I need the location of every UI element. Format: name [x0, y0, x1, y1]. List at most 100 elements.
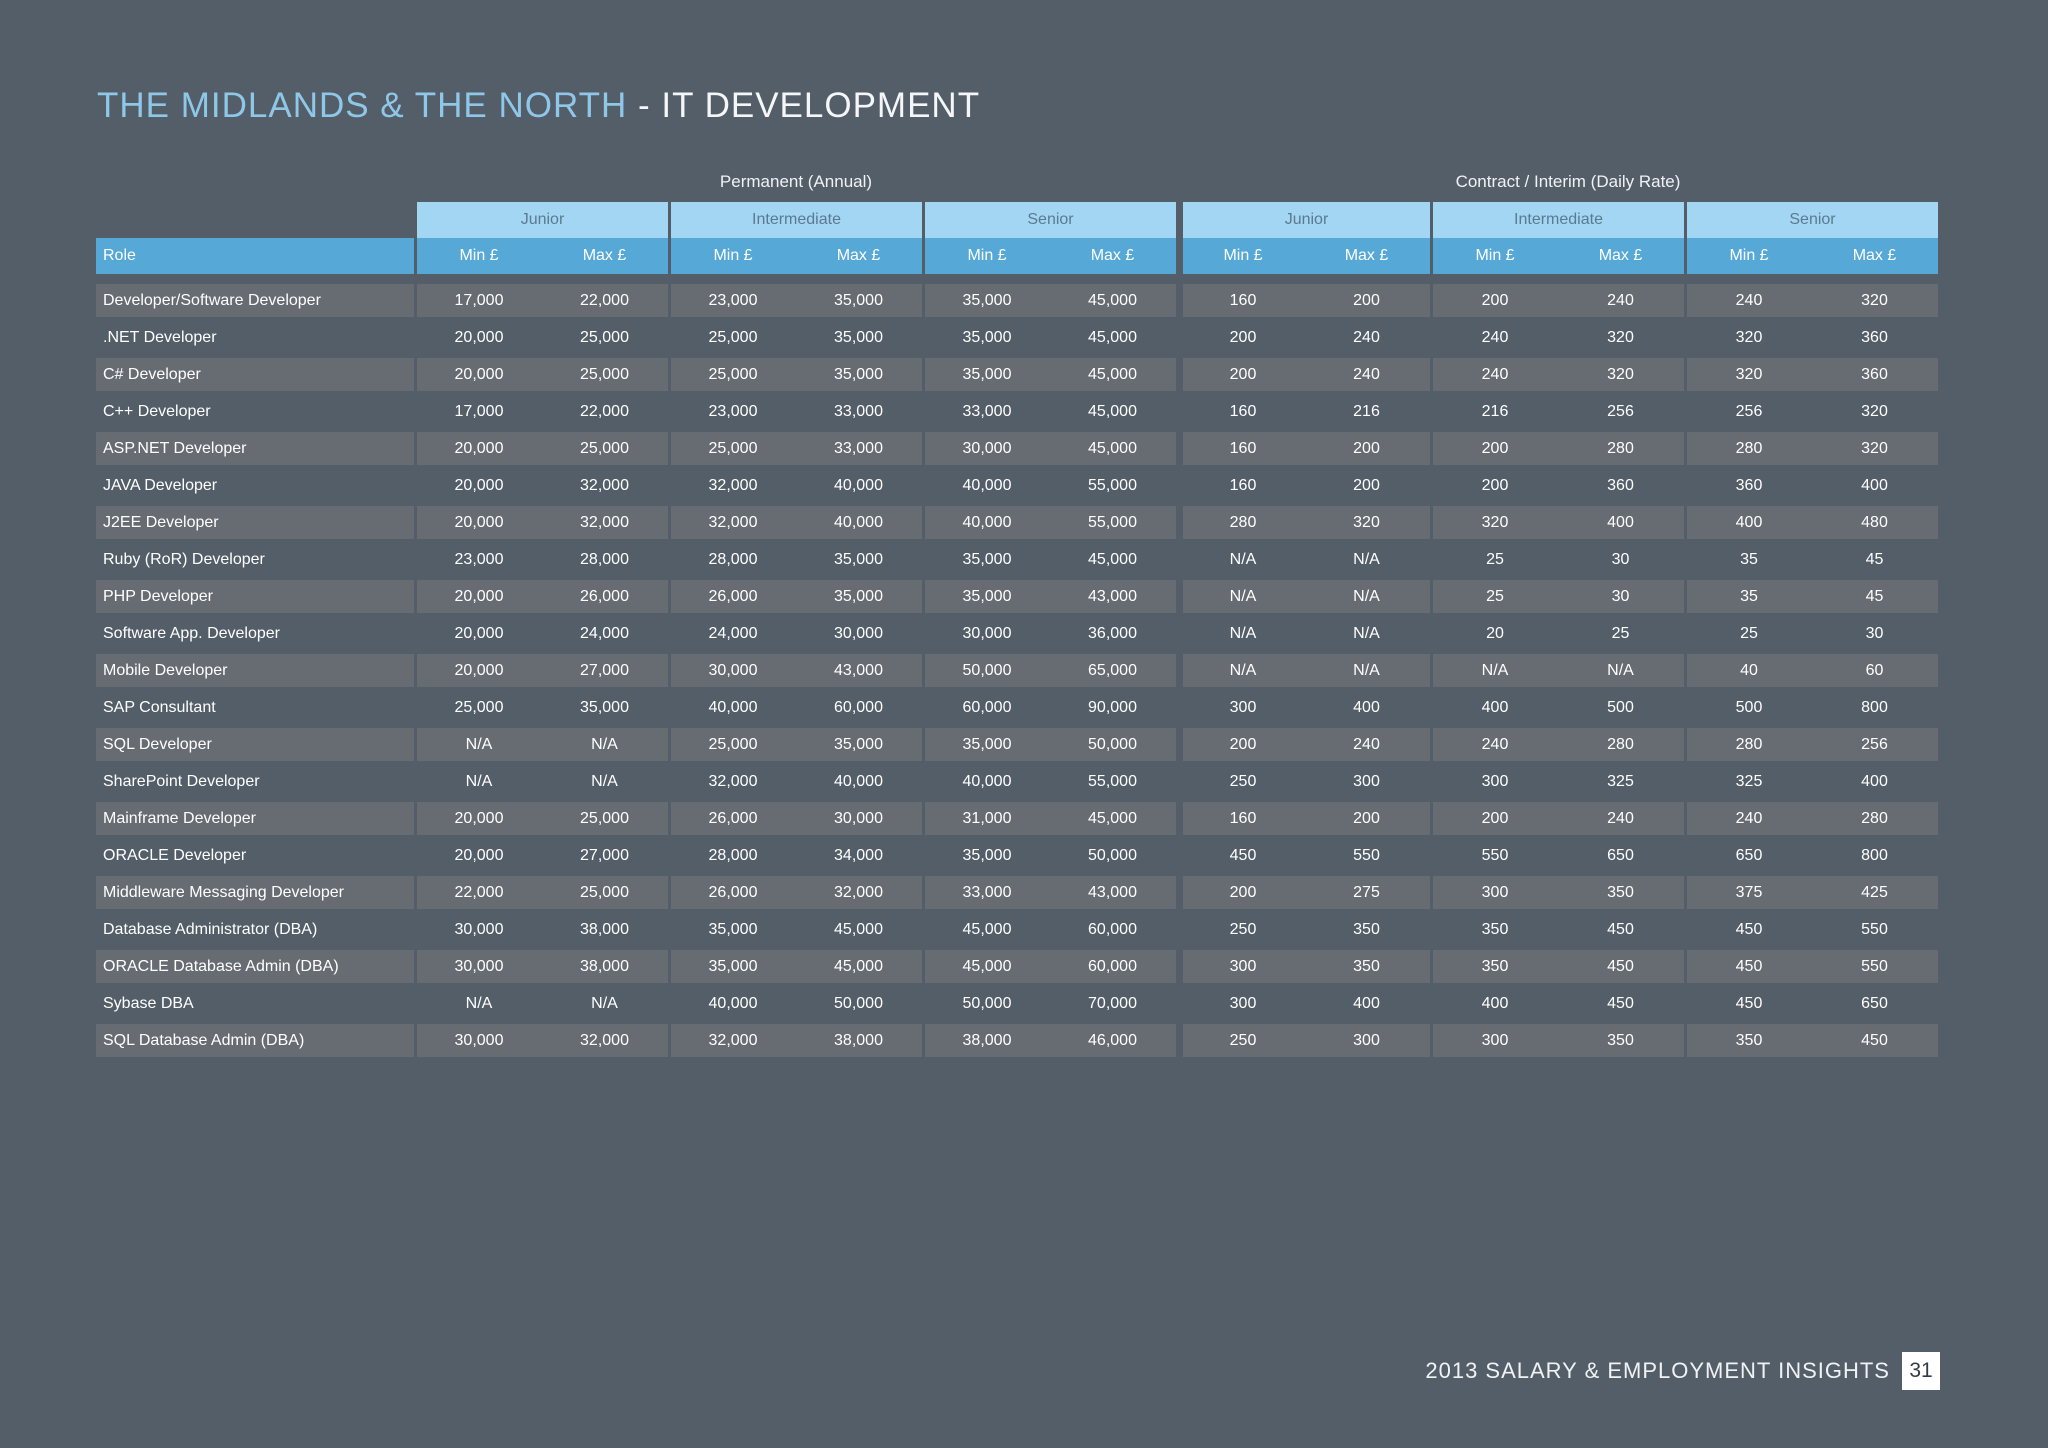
value-cell: 30,000 — [668, 654, 795, 691]
value-cell: 200 — [1176, 728, 1303, 765]
value-cell: 240 — [1303, 358, 1430, 395]
value-cell: 25,000 — [541, 802, 668, 839]
role-column-header: Role — [96, 238, 414, 274]
value-cell: N/A — [1430, 654, 1557, 691]
value-cell: 24,000 — [541, 617, 668, 654]
value-cell: 35,000 — [795, 580, 922, 617]
value-cell: N/A — [414, 765, 541, 802]
value-cell: 280 — [1684, 432, 1811, 469]
table-row: Mainframe Developer 20,000 25,000 26,000 30,… — [96, 802, 1938, 839]
value-cell: 43,000 — [1049, 580, 1176, 617]
value-cell: 480 — [1811, 506, 1938, 543]
value-cell: 35,000 — [795, 321, 922, 358]
value-cell: N/A — [541, 728, 668, 765]
value-cell: 17,000 — [414, 284, 541, 321]
value-cell: 360 — [1811, 358, 1938, 395]
value-cell: 50,000 — [922, 654, 1049, 691]
role-cell: .NET Developer — [96, 321, 414, 358]
value-cell: 40,000 — [922, 506, 1049, 543]
value-cell: 800 — [1811, 839, 1938, 876]
value-cell: 45,000 — [1049, 395, 1176, 432]
value-cell: 35,000 — [922, 839, 1049, 876]
value-cell: 32,000 — [668, 1024, 795, 1061]
value-cell: 200 — [1176, 321, 1303, 358]
value-cell: 35,000 — [922, 728, 1049, 765]
table-row: JAVA Developer 20,000 32,000 32,000 40,000 40… — [96, 469, 1938, 506]
value-cell: 25 — [1430, 543, 1557, 580]
value-cell: 275 — [1303, 876, 1430, 913]
value-cell: 55,000 — [1049, 469, 1176, 506]
value-cell: N/A — [541, 987, 668, 1024]
role-cell: ORACLE Database Admin (DBA) — [96, 950, 414, 987]
value-cell: 36,000 — [1049, 617, 1176, 654]
value-cell: 350 — [1557, 1024, 1684, 1061]
role-cell: Mainframe Developer — [96, 802, 414, 839]
max-column-header: Max £ — [1049, 238, 1176, 274]
value-cell: 45,000 — [922, 913, 1049, 950]
value-cell: 26,000 — [668, 580, 795, 617]
role-cell: SQL Developer — [96, 728, 414, 765]
value-cell: 45,000 — [1049, 284, 1176, 321]
value-cell: 240 — [1303, 728, 1430, 765]
value-cell: 35,000 — [668, 950, 795, 987]
value-cell: 30,000 — [922, 617, 1049, 654]
value-cell: 38,000 — [541, 913, 668, 950]
value-cell: 400 — [1811, 765, 1938, 802]
value-cell: N/A — [414, 728, 541, 765]
value-cell: 650 — [1811, 987, 1938, 1024]
value-cell: 256 — [1811, 728, 1938, 765]
value-cell: 34,000 — [795, 839, 922, 876]
table-row: SQL Database Admin (DBA) 30,000 32,000 32,0… — [96, 1024, 1938, 1061]
value-cell: 43,000 — [1049, 876, 1176, 913]
value-cell: 40,000 — [795, 765, 922, 802]
value-cell: 216 — [1430, 395, 1557, 432]
value-cell: 450 — [1811, 1024, 1938, 1061]
value-cell: 320 — [1684, 358, 1811, 395]
value-cell: 325 — [1557, 765, 1684, 802]
value-cell: 31,000 — [922, 802, 1049, 839]
value-cell: 450 — [1557, 987, 1684, 1024]
value-cell: 32,000 — [668, 469, 795, 506]
value-cell: 30,000 — [414, 913, 541, 950]
value-cell: 50,000 — [795, 987, 922, 1024]
value-cell: 28,000 — [668, 839, 795, 876]
value-cell: 43,000 — [795, 654, 922, 691]
max-column-header: Max £ — [1811, 238, 1938, 274]
value-cell: 400 — [1303, 987, 1430, 1024]
value-cell: 60,000 — [922, 691, 1049, 728]
value-cell: 280 — [1811, 802, 1938, 839]
value-cell: 38,000 — [795, 1024, 922, 1061]
value-cell: 35,000 — [922, 321, 1049, 358]
role-cell: C# Developer — [96, 358, 414, 395]
value-cell: 27,000 — [541, 839, 668, 876]
value-cell: 360 — [1557, 469, 1684, 506]
value-cell: 320 — [1557, 358, 1684, 395]
value-cell: 50,000 — [1049, 728, 1176, 765]
value-cell: 90,000 — [1049, 691, 1176, 728]
value-cell: 45,000 — [1049, 432, 1176, 469]
value-cell: N/A — [1303, 617, 1430, 654]
value-cell: 40 — [1684, 654, 1811, 691]
value-cell: 33,000 — [795, 432, 922, 469]
role-cell: SQL Database Admin (DBA) — [96, 1024, 414, 1061]
role-cell: ASP.NET Developer — [96, 432, 414, 469]
value-cell: 550 — [1811, 950, 1938, 987]
value-cell: 320 — [1557, 321, 1684, 358]
min-column-header: Min £ — [922, 238, 1049, 274]
role-cell: SAP Consultant — [96, 691, 414, 728]
value-cell: 30,000 — [795, 617, 922, 654]
value-cell: 400 — [1303, 691, 1430, 728]
value-cell: 200 — [1303, 284, 1430, 321]
value-cell: 20,000 — [414, 802, 541, 839]
role-cell: Database Administrator (DBA) — [96, 913, 414, 950]
value-cell: 50,000 — [922, 987, 1049, 1024]
value-cell: 20,000 — [414, 432, 541, 469]
value-cell: 300 — [1430, 765, 1557, 802]
value-cell: 50,000 — [1049, 839, 1176, 876]
value-cell: 240 — [1557, 802, 1684, 839]
value-cell: 20,000 — [414, 580, 541, 617]
table-row: Sybase DBA N/A N/A 40,000 50,000 50,000 70,000… — [96, 987, 1938, 1024]
value-cell: 350 — [1303, 950, 1430, 987]
level-label: Intermediate — [668, 202, 922, 238]
page-footer: 2013 SALARY & EMPLOYMENT INSIGHTS 31 — [1425, 1352, 1940, 1390]
